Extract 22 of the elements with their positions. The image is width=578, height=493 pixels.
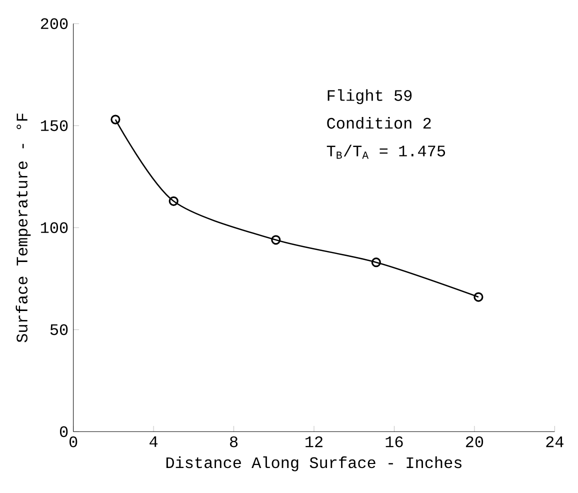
- annotation: T$_{B}$/T$_{A}$ = 1.475: [326, 144, 446, 159]
- x-axis-title: Distance Along Surface - Inches: [166, 456, 462, 472]
- y-tick-label: 50: [50, 324, 68, 336]
- x-tick-label: 20: [466, 436, 484, 448]
- x-tick-label: 8: [230, 436, 238, 448]
- y-axis-title: Surface Temperature - °F: [16, 114, 31, 342]
- x-tick-label: 12: [306, 436, 322, 448]
- x-tick-label: 16: [386, 436, 403, 448]
- point: [371, 258, 381, 268]
- point: [474, 292, 484, 302]
- x-tick-label: 24: [546, 436, 564, 448]
- y-tick-label: 0: [60, 426, 68, 438]
- y-tick-label: 150: [40, 120, 68, 132]
- point: [168, 196, 178, 206]
- annotation: Flight 59: [328, 89, 412, 104]
- x-tick-label: 4: [150, 436, 158, 447]
- y-tick-label: 200: [40, 18, 68, 30]
- point: [110, 114, 120, 124]
- point: [271, 235, 281, 245]
- annotation: Condition 2: [327, 116, 431, 129]
- y-tick-label: 100: [40, 222, 68, 234]
- x-tick-label: 0: [69, 436, 78, 448]
